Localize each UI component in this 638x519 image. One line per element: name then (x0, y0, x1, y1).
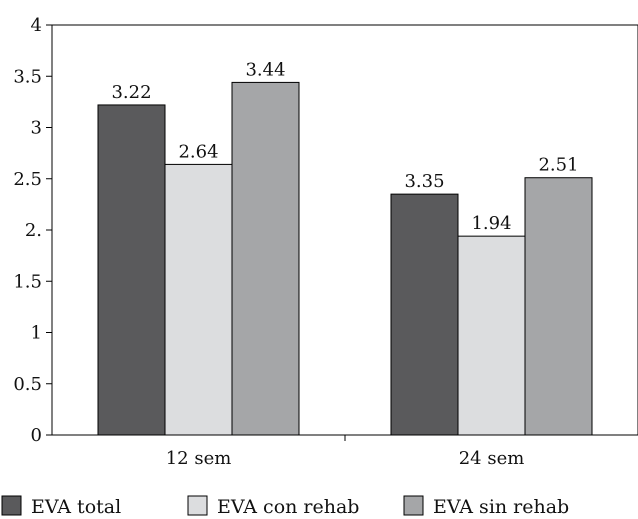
legend-label: EVA sin rehab (433, 496, 569, 518)
x-category-label: 12 sem (166, 448, 232, 469)
bar (97, 104, 166, 436)
y-tick-label: 2.5 (13, 169, 42, 190)
x-category-label: 24 sem (459, 448, 525, 469)
bar (457, 235, 526, 436)
data-label: 1.94 (471, 213, 511, 234)
legend-swatch (1, 495, 22, 516)
legend-label: EVA total (31, 496, 121, 518)
y-tick-label: 0 (31, 425, 42, 446)
y-tick-label: 3 (31, 118, 42, 139)
y-tick-label: 0.5 (13, 374, 42, 395)
bar (231, 81, 300, 436)
bar (390, 193, 459, 436)
legend-label: EVA con rehab (217, 496, 359, 518)
legend-swatch (187, 495, 208, 516)
data-label: 3.22 (111, 82, 151, 103)
legend-swatch (403, 495, 424, 516)
data-label: 2.51 (538, 155, 578, 176)
y-tick-label: 4 (31, 15, 42, 36)
y-tick-label: 1.5 (13, 271, 42, 292)
y-tick-label: 1 (31, 323, 42, 344)
y-tick-label: 2. (25, 220, 42, 241)
y-tick-label: 3.5 (13, 66, 42, 87)
data-label: 3.35 (404, 171, 444, 192)
bar (164, 163, 233, 436)
bar (524, 177, 593, 436)
data-label: 3.44 (245, 59, 285, 80)
data-label: 2.64 (178, 141, 218, 162)
